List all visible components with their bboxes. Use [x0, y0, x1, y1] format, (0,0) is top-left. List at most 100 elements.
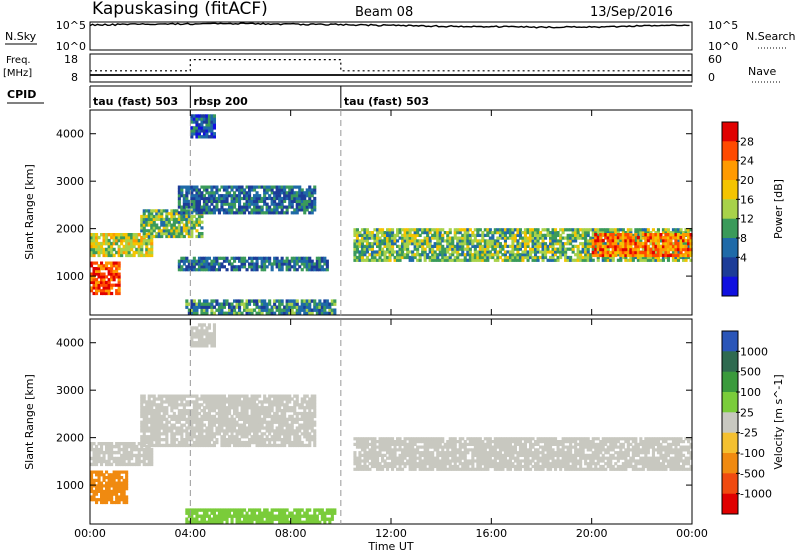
echo-cell — [210, 332, 214, 336]
echo-cell — [303, 429, 307, 433]
echo-cell — [215, 411, 219, 416]
echo-cell — [355, 247, 359, 251]
echo-cell — [95, 498, 99, 502]
echo-cell — [569, 258, 573, 262]
echo-cell — [147, 438, 151, 442]
echo-cell — [190, 341, 194, 345]
echo-cell — [207, 397, 211, 401]
echo-cell — [468, 242, 472, 246]
echo-cell — [305, 517, 309, 521]
echo-cell — [370, 456, 374, 460]
echo-cell — [150, 456, 154, 461]
echo-cell — [386, 456, 390, 460]
echo-cell — [105, 500, 109, 505]
echo-cell — [413, 247, 417, 251]
echo-cell — [308, 256, 312, 260]
echo-cell — [197, 508, 201, 512]
echo-cell — [513, 247, 517, 251]
echo-cell — [182, 199, 186, 203]
echo-cell — [100, 498, 104, 502]
echo-cell — [245, 435, 249, 439]
echo-cell — [172, 229, 176, 233]
echo-cell — [147, 234, 151, 239]
echo-cell — [496, 255, 500, 260]
echo-cell — [368, 236, 372, 240]
echo-cell — [235, 517, 239, 521]
echo-cell — [441, 233, 445, 237]
echo-cell — [431, 244, 435, 248]
echo-cell — [398, 448, 402, 452]
echo-cell — [210, 335, 214, 339]
echo-cell — [95, 500, 99, 505]
echo-cell — [182, 234, 186, 239]
echo-cell — [190, 417, 194, 421]
echo-cell — [471, 239, 475, 243]
echo-cell — [112, 253, 116, 258]
echo-cell — [270, 185, 274, 189]
echo-cell — [496, 236, 500, 240]
echo-cell — [167, 394, 171, 398]
echo-cell — [544, 244, 548, 248]
echo-cell — [358, 440, 362, 444]
echo-cell — [260, 308, 264, 312]
echo-cell — [270, 508, 274, 512]
echo-cell — [463, 258, 467, 262]
echo-cell — [170, 417, 174, 421]
echo-cell — [268, 511, 272, 515]
echo-cell — [293, 302, 297, 306]
echo-cell — [182, 423, 186, 427]
echo-cell — [107, 280, 111, 284]
echo-cell — [200, 126, 204, 130]
echo-cell — [110, 481, 114, 485]
echo-cell — [293, 508, 297, 512]
echo-cell — [616, 231, 620, 235]
echo-cell — [192, 223, 196, 227]
echo-cell — [423, 250, 427, 254]
echo-cell — [293, 411, 297, 416]
echo-cell — [534, 242, 538, 246]
echo-cell — [195, 199, 199, 203]
echo-cell — [408, 231, 412, 235]
echo-cell — [278, 432, 282, 436]
echo-cell — [431, 250, 435, 254]
echo-cell — [305, 191, 309, 195]
echo-cell — [676, 253, 680, 258]
echo-cell — [308, 400, 312, 404]
echo-cell — [631, 258, 635, 262]
echo-cell — [687, 231, 691, 235]
echo-cell — [240, 417, 244, 421]
echo-cell — [305, 305, 309, 309]
echo-cell — [285, 311, 289, 315]
echo-cell — [190, 268, 194, 272]
echo-cell — [127, 233, 131, 237]
echo-cell — [534, 231, 538, 235]
echo-cell — [333, 311, 337, 315]
echo-cell — [210, 211, 214, 215]
echo-cell — [217, 420, 221, 424]
echo-cell — [589, 253, 593, 257]
echo-cell — [428, 239, 432, 243]
echo-cell — [391, 456, 395, 460]
echo-cell — [157, 432, 161, 436]
echo-cell — [243, 517, 247, 521]
echo-cell — [190, 426, 194, 430]
echo-cell — [162, 394, 166, 398]
echo-cell — [431, 233, 435, 237]
echo-cell — [145, 220, 149, 224]
echo-cell — [428, 250, 432, 254]
echo-cell — [253, 262, 257, 266]
echo-cell — [391, 247, 395, 251]
echo-cell — [491, 244, 495, 248]
echo-cell — [403, 247, 407, 251]
echo-cell — [253, 435, 257, 439]
echo-cell — [288, 438, 292, 442]
echo-cell — [212, 299, 216, 303]
echo-cell — [105, 476, 109, 480]
echo-cell — [190, 443, 194, 448]
echo-cell — [228, 411, 232, 416]
echo-cell — [225, 299, 229, 303]
echo-cell — [639, 231, 643, 235]
echo-cell — [378, 242, 382, 246]
echo-cell — [689, 233, 693, 237]
echo-cell — [290, 211, 294, 215]
